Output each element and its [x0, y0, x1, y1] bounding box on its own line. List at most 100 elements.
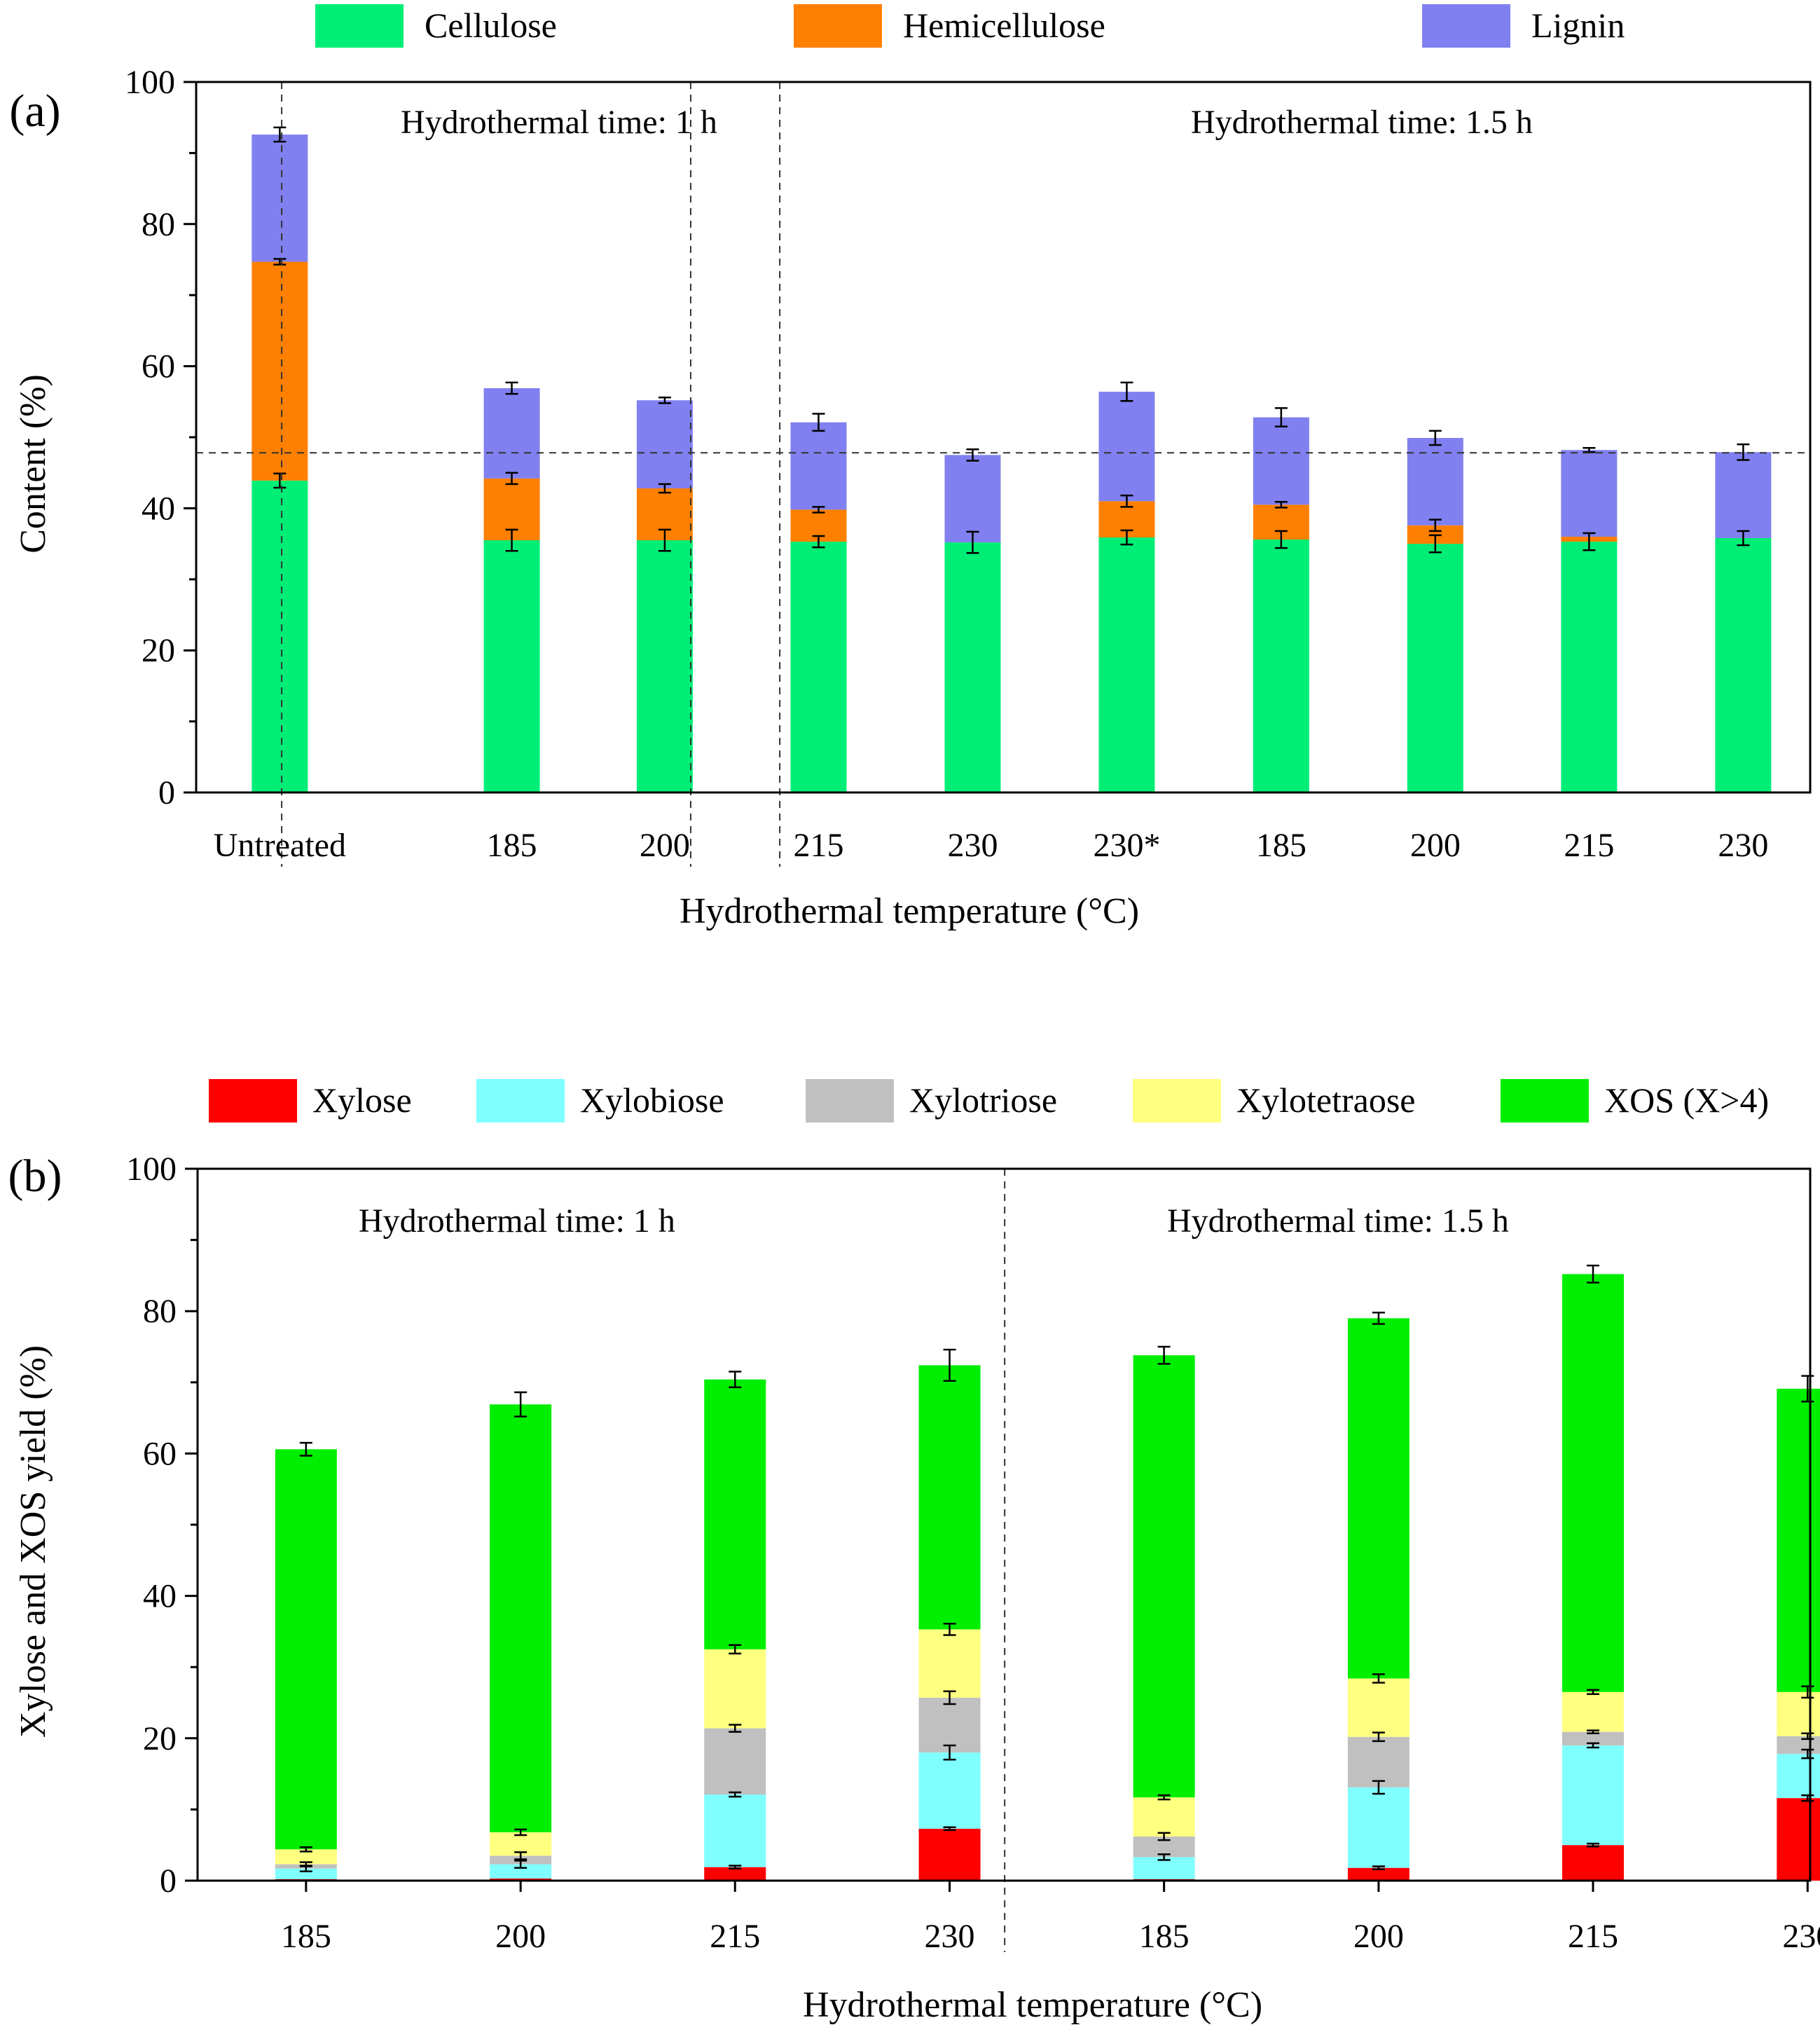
a-y-tick-label-0: 0: [158, 774, 175, 811]
panel-a: Cellulose Hemicellulose Lignin (a) 0 20 40 60…: [9, 4, 1812, 931]
b-x-tick-label-7: 230: [1782, 1918, 1820, 1955]
a-bar-cellulose-3: [790, 542, 847, 792]
a-y-tick-label-4: 80: [142, 206, 175, 243]
panel-a-bars: [251, 126, 1772, 792]
a-x-tick-label-7: 200: [1410, 827, 1461, 864]
a-error-bar-2-1: [505, 381, 518, 395]
a-bar-lignin-6: [1253, 417, 1309, 505]
a-bar-lignin-9: [1715, 452, 1772, 538]
panel-b-region-label-1-5h: Hydrothermal time: 1.5 h: [1167, 1202, 1509, 1240]
b-x-tick-label-1: 200: [495, 1918, 546, 1955]
a-legend-label-1: Hemicellulose: [903, 6, 1105, 45]
a-bar-cellulose-2: [636, 540, 693, 792]
b-x-tick-label-0: 185: [281, 1918, 331, 1955]
b-error-bar-1-7: [1801, 1748, 1814, 1759]
a-y-tick-label-5: 100: [125, 64, 175, 101]
panel-a-label: (a): [9, 85, 60, 137]
b-bar-xylobiose-3: [918, 1752, 981, 1829]
a-legend-label-0: Cellulose: [425, 6, 557, 45]
a-error-bar-0-5: [1120, 529, 1133, 546]
a-bar-cellulose-4: [944, 542, 1001, 792]
a-error-bar-2-6: [1274, 407, 1288, 428]
b-bar-xylotriose-3: [918, 1697, 981, 1753]
b-error-bar-2-5: [1372, 1731, 1385, 1743]
b-y-tick-label-2: 40: [143, 1578, 177, 1615]
a-x-tick-label-5: 230*: [1093, 827, 1160, 864]
a-error-bar-0-9: [1737, 530, 1750, 547]
a-bar-lignin-0: [251, 135, 308, 262]
b-error-bar-2-7: [1801, 1732, 1814, 1741]
b-bar-xos-x-4--5: [1347, 1318, 1409, 1679]
b-bar-xylose-3: [918, 1828, 981, 1881]
b-bar-xylose-1: [490, 1878, 552, 1881]
panel-a-region-label-1-5h: Hydrothermal time: 1.5 h: [1191, 104, 1533, 141]
a-error-bar-2-4: [966, 448, 979, 462]
b-bar-xylobiose-7: [1777, 1754, 1820, 1799]
a-error-bar-0-6: [1274, 530, 1288, 549]
a-bar-cellulose-9: [1715, 537, 1772, 792]
a-legend-label-2: Lignin: [1531, 6, 1625, 45]
a-error-bar-2-0: [273, 126, 287, 143]
b-bar-xos-x-4--2: [704, 1379, 766, 1649]
panel-a-x-axis-title: Hydrothermal temperature (°C): [680, 891, 1139, 931]
b-error-bar-4-1: [514, 1391, 528, 1417]
b-bar-xos-x-4--4: [1133, 1355, 1195, 1798]
b-legend-label-3: Xylotetraose: [1236, 1080, 1415, 1120]
b-error-bar-1-3: [943, 1744, 956, 1761]
b-y-tick-label-5: 100: [126, 1151, 177, 1188]
panel-b-y-axis: 0 20 40 60 80 100: [126, 1151, 198, 1900]
b-error-bar-4-5: [1372, 1311, 1385, 1325]
a-bar-hemicellulose-0: [251, 261, 308, 481]
a-error-bar-1-6: [1274, 501, 1288, 509]
a-legend-swatch-1: [794, 4, 882, 48]
b-error-bar-2-6: [1587, 1729, 1600, 1734]
b-error-bar-1-5: [1372, 1780, 1385, 1795]
b-error-bar-2-0: [299, 1861, 312, 1867]
b-bar-xylotetraose-6: [1562, 1691, 1625, 1732]
b-bar-xylobiose-1: [490, 1864, 552, 1879]
a-error-bar-2-5: [1120, 381, 1133, 402]
b-legend-label-2: Xylotriose: [909, 1080, 1057, 1120]
b-bar-xylotetraose-7: [1777, 1691, 1820, 1736]
b-bar-xylose-6: [1562, 1845, 1625, 1881]
panel-b: Xylose Xylobiose Xylotriose Xylotetraose XOS…: [8, 1079, 1820, 2025]
a-x-tick-label-2: 200: [640, 827, 690, 864]
b-error-bar-0-7: [1801, 1794, 1814, 1802]
b-y-tick-label-0: 0: [160, 1862, 177, 1900]
b-bar-xylotriose-6: [1562, 1731, 1625, 1745]
panel-b-bars: [275, 1264, 1820, 1881]
a-x-tick-label-9: 230: [1718, 827, 1768, 864]
b-error-bar-3-2: [729, 1644, 742, 1655]
b-bar-xos-x-4--7: [1777, 1388, 1820, 1692]
panel-b-x-axis-title: Hydrothermal temperature (°C): [803, 1985, 1262, 2025]
b-bar-xylotetraose-2: [704, 1649, 766, 1729]
b-bar-xylose-2: [704, 1867, 766, 1881]
b-error-bar-0-2: [729, 1865, 742, 1869]
b-legend-swatch-3: [1133, 1079, 1221, 1123]
b-bar-xylotetraose-5: [1347, 1678, 1409, 1737]
panel-b-label: (b): [8, 1151, 62, 1202]
a-legend-swatch-2: [1422, 4, 1510, 48]
a-bar-lignin-8: [1561, 450, 1618, 537]
b-x-tick-label-2: 215: [710, 1918, 760, 1955]
b-bar-xos-x-4--3: [918, 1365, 981, 1630]
b-bar-xylotriose-2: [704, 1728, 766, 1795]
b-legend-label-0: Xylose: [312, 1080, 412, 1120]
b-error-bar-4-7: [1801, 1375, 1814, 1403]
a-bar-lignin-2: [636, 400, 693, 489]
b-bar-xylotetraose-0: [275, 1849, 337, 1865]
panel-a-x-axis: Untreated 185 200 215 230 230* 185 200 215 230: [214, 827, 1769, 864]
a-x-tick-label-3: 215: [793, 827, 843, 864]
b-error-bar-3-5: [1372, 1673, 1385, 1684]
b-legend-label-4: XOS (X>4): [1604, 1080, 1769, 1120]
a-error-bar-2-9: [1737, 443, 1750, 461]
b-legend-swatch-0: [209, 1079, 297, 1123]
a-error-bar-2-2: [658, 396, 671, 404]
a-x-tick-label-8: 215: [1564, 827, 1614, 864]
b-bar-xylobiose-0: [275, 1868, 337, 1879]
b-bar-xylose-5: [1347, 1867, 1409, 1881]
b-legend-item-xos-x-4-: XOS (X>4): [1501, 1079, 1769, 1123]
b-y-tick-label-3: 60: [143, 1435, 177, 1472]
b-error-bar-2-3: [943, 1690, 956, 1705]
b-bar-xylotriose-5: [1347, 1736, 1409, 1787]
